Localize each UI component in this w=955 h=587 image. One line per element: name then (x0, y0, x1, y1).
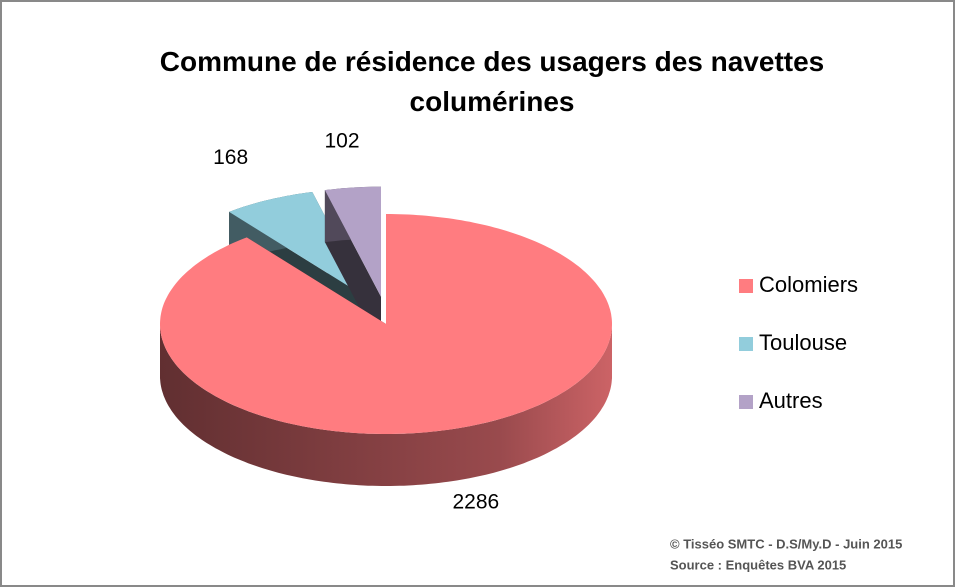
slice-wall (160, 324, 612, 486)
data-label: 2286 (452, 490, 499, 513)
chart-title: Commune de résidence des usagers des nav… (159, 46, 825, 117)
note: Source : Enquêtes BVA 2015 (670, 557, 846, 572)
legend-swatch (739, 395, 753, 409)
data-label: 168 (213, 146, 248, 169)
legend-label: Autres (759, 388, 823, 413)
data-label: 102 (324, 130, 359, 153)
slice (160, 214, 612, 434)
note: © Tisséo SMTC - D.S/My.D - Juin 2015 (670, 536, 902, 551)
legend-swatch (739, 279, 753, 293)
legend-label: Colomiers (759, 272, 858, 297)
slice (324, 186, 381, 297)
slice (229, 192, 369, 299)
slice (160, 214, 612, 486)
legend-swatch (739, 337, 753, 351)
slice (324, 186, 381, 349)
legend-label: Toulouse (759, 330, 847, 355)
